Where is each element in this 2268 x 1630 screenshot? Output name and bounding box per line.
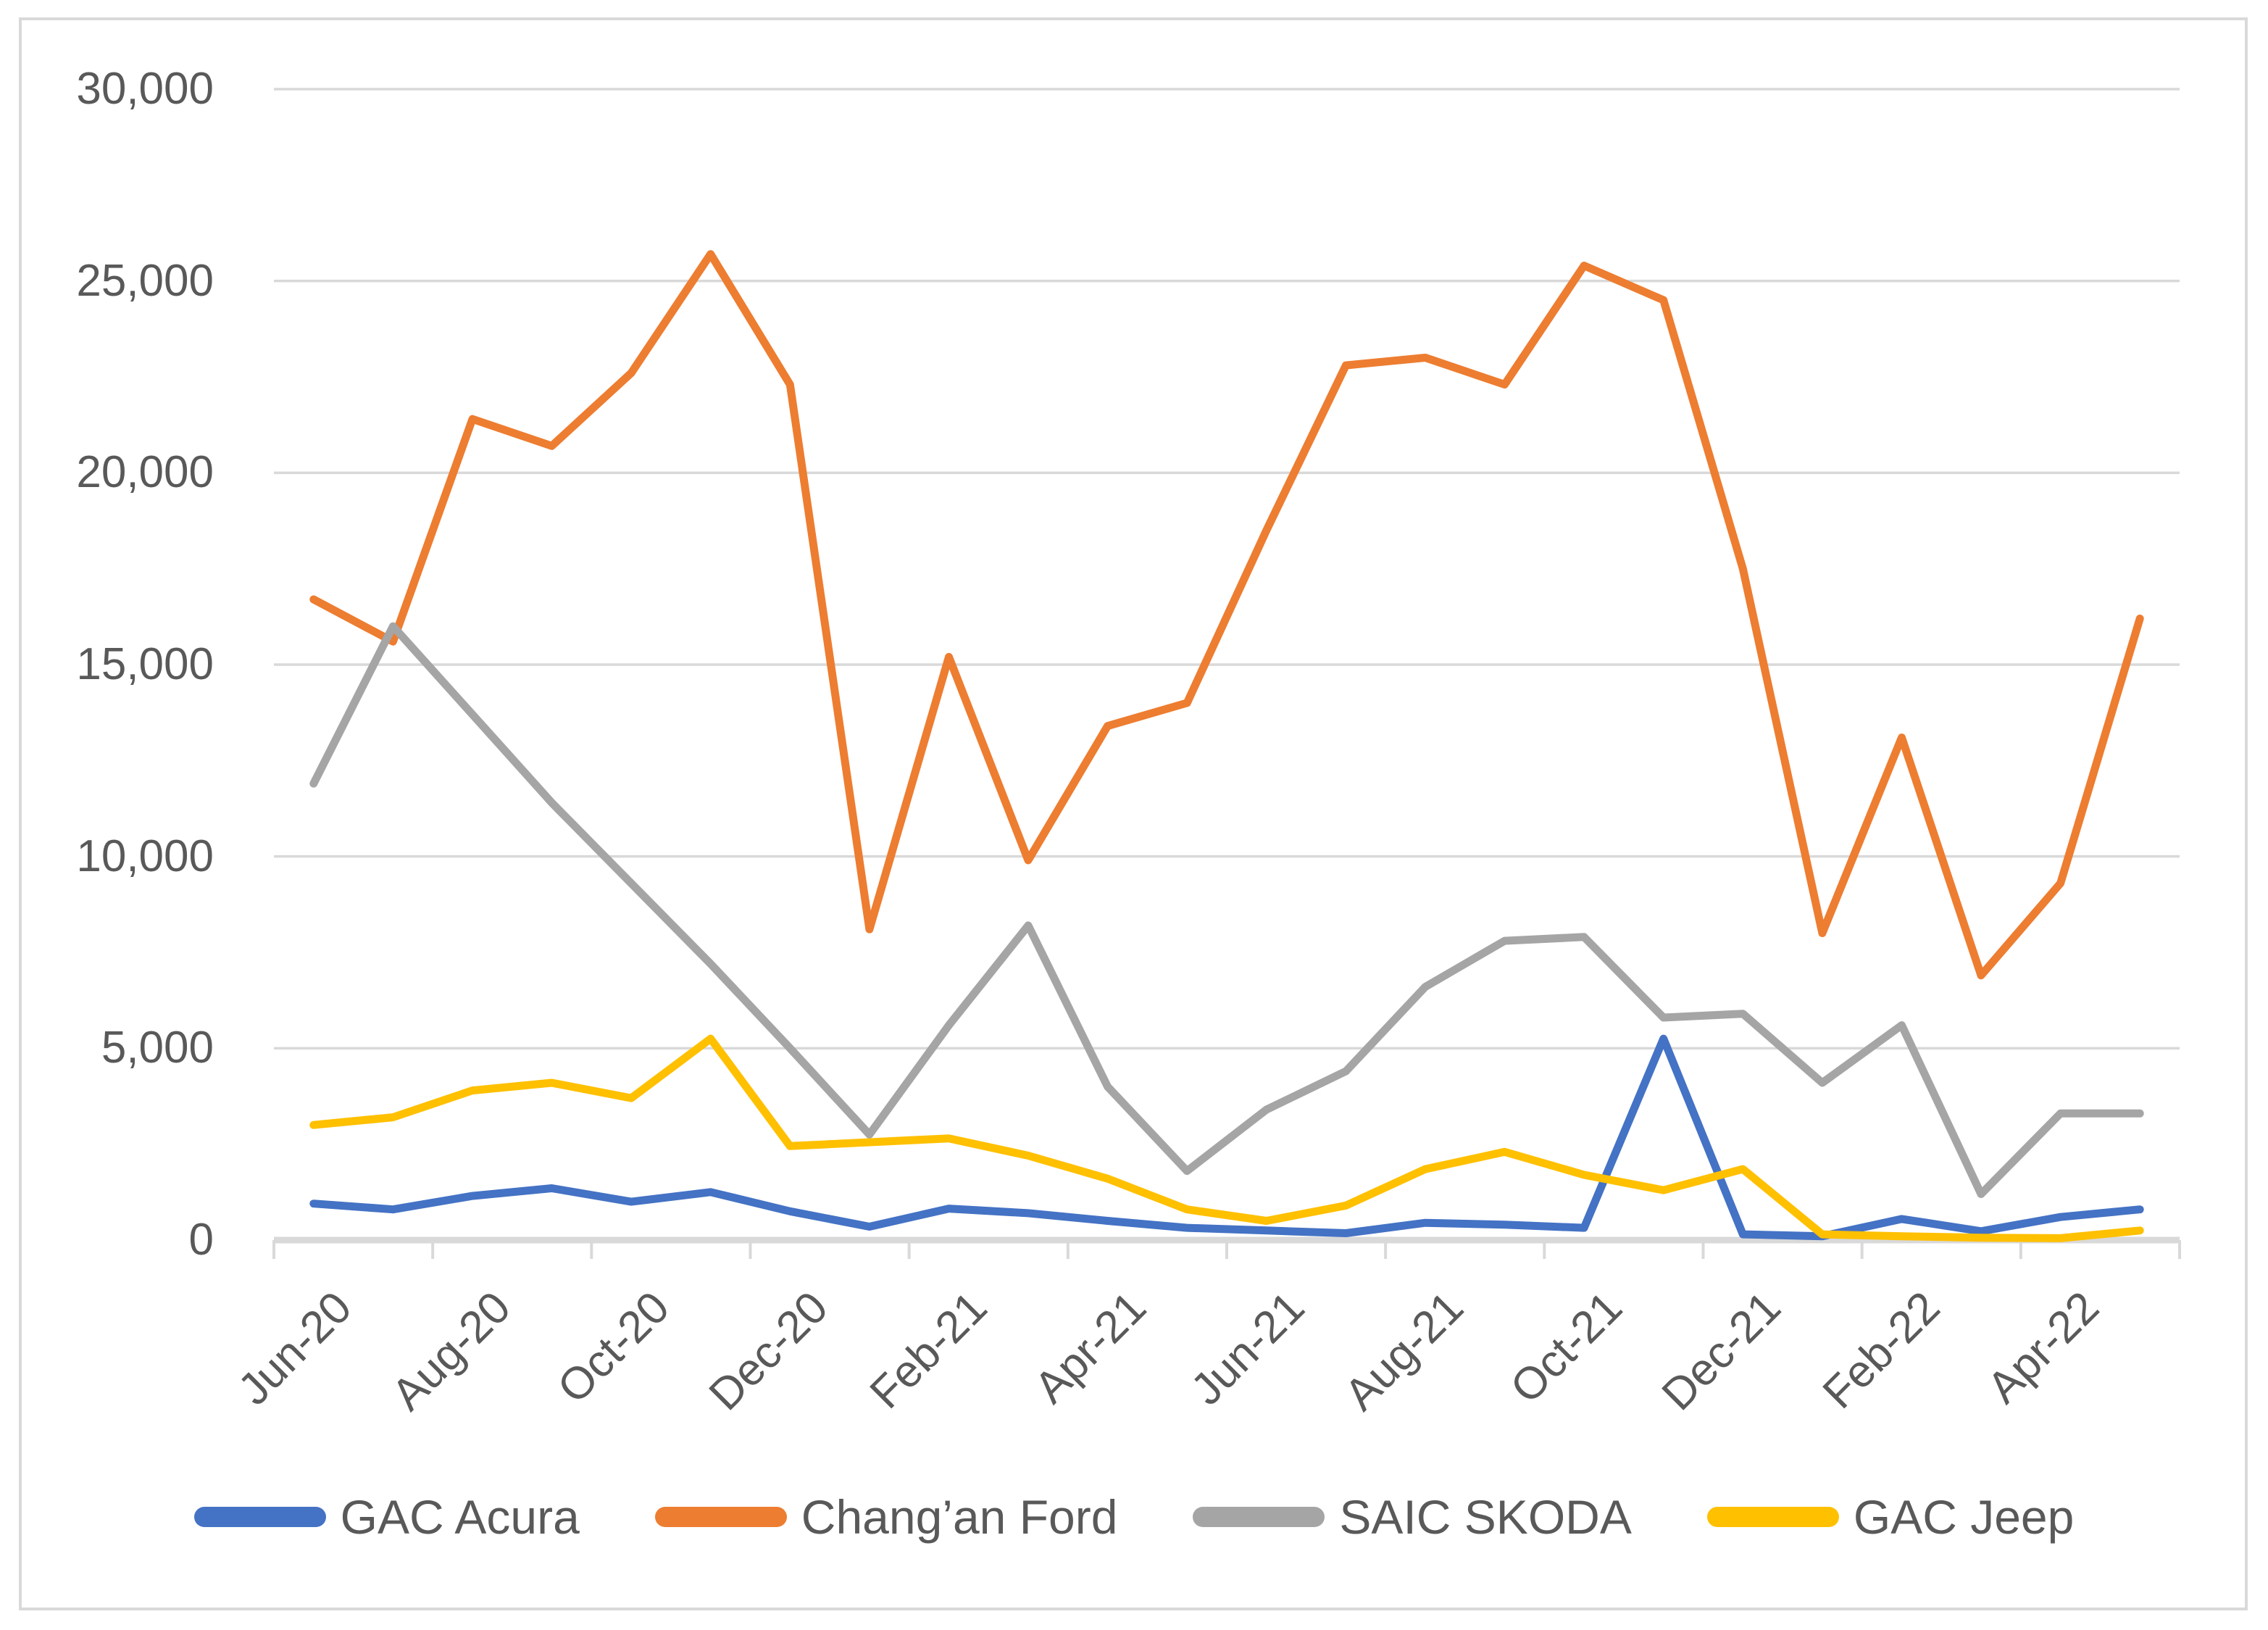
y-axis-label: 5,000	[101, 1023, 214, 1073]
legend-item-gac-acura: GAC Acura	[193, 1484, 580, 1550]
legend-label: Chang’an Ford	[801, 1490, 1118, 1544]
y-axis-label: 30,000	[76, 64, 214, 114]
legend-item-chang-an-ford: Chang’an Ford	[654, 1484, 1118, 1550]
legend-label: SAIC SKODA	[1339, 1490, 1632, 1544]
y-axis-label: 20,000	[76, 447, 214, 498]
series-line-saic-skoda	[309, 622, 2144, 1198]
legend-label: GAC Acura	[340, 1490, 580, 1544]
y-axis-label: 0	[188, 1215, 214, 1265]
legend-swatch	[193, 1507, 326, 1527]
chart-border-frame	[19, 17, 2248, 1610]
chart-legend: GAC Acura Chang’an Ford SAIC SKODA GAC Jeep	[0, 1484, 2268, 1550]
legend-item-gac-jeep: GAC Jeep	[1706, 1484, 2075, 1550]
legend-swatch	[654, 1507, 787, 1527]
legend-swatch	[1706, 1507, 1839, 1527]
series-line-chang-an-ford	[309, 250, 2144, 980]
series-line-gac-jeep	[309, 1034, 2144, 1242]
y-axis-label: 10,000	[76, 831, 214, 881]
legend-swatch	[1193, 1507, 1325, 1527]
y-axis-label: 15,000	[76, 639, 214, 689]
legend-item-saic-skoda: SAIC SKODA	[1193, 1484, 1632, 1550]
legend-label: GAC Jeep	[1853, 1490, 2075, 1544]
y-axis-label: 25,000	[76, 255, 214, 306]
